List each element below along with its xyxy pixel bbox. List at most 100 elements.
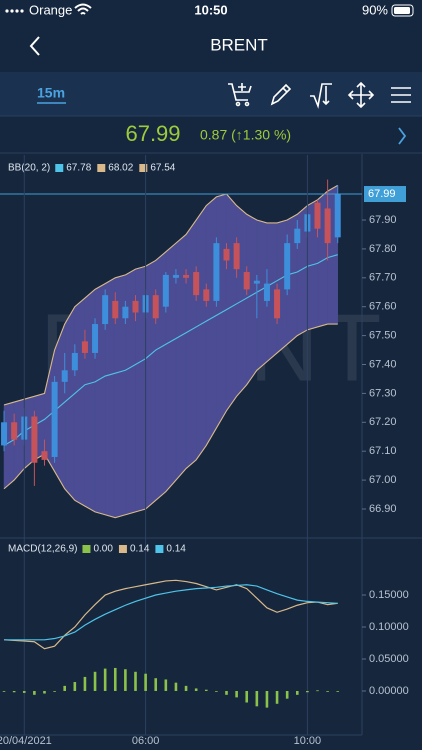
- histogram-bar: [184, 685, 188, 691]
- histogram-bar: [235, 690, 238, 698]
- candle-body: [51, 381, 58, 457]
- histogram-bar: [2, 690, 6, 692]
- draw-icon[interactable]: [270, 83, 292, 106]
- y-tick-label: 67.20: [369, 416, 397, 428]
- histogram-bar: [144, 673, 147, 691]
- candle-body: [31, 416, 38, 463]
- charts: 67.90 67.80 67.70 67.60 67.50 67.40 67.30 67.20…: [0, 155, 409, 747]
- band-fill: [175, 233, 187, 481]
- histogram-bar: [43, 690, 46, 694]
- wifi-icon: [74, 3, 92, 15]
- histogram-bar: [336, 690, 340, 692]
- candle-body: [314, 202, 321, 229]
- add-order-icon-wheel: [244, 101, 250, 107]
- toolbar: [0, 72, 422, 116]
- signal-dot: [5, 9, 9, 13]
- band-line: [3, 323, 338, 519]
- next-button[interactable]: [398, 127, 407, 145]
- band-fill: [84, 288, 96, 513]
- legend-swatch: [155, 545, 164, 553]
- candle-body: [102, 295, 109, 325]
- histogram-bar: [73, 682, 77, 691]
- candle-body: [61, 370, 68, 382]
- candle-body: [284, 243, 291, 290]
- legend-swatch: [55, 164, 64, 172]
- move-icon[interactable]: [347, 81, 375, 109]
- legend-swatch: [139, 164, 148, 172]
- histogram-bar: [306, 690, 309, 693]
- y-tick-label: 0.00000: [369, 685, 409, 697]
- y-tick-label: 67.90: [369, 214, 397, 226]
- histogram-bar: [93, 671, 97, 691]
- x-tick-label: 06:00: [132, 735, 160, 747]
- histogram-bar: [255, 690, 259, 707]
- header-title: BRENT: [210, 35, 268, 54]
- back-button[interactable]: [29, 36, 40, 56]
- candle-body: [152, 295, 159, 319]
- candle-body: [183, 274, 190, 278]
- y-tick-label: 67.30: [369, 387, 397, 399]
- candle-body: [253, 280, 260, 284]
- battery-fill: [394, 7, 410, 14]
- candle-body: [263, 283, 270, 301]
- y-tick-label: 0.15000: [369, 589, 409, 601]
- candle-body: [294, 228, 301, 244]
- legend-value: 0.14: [130, 544, 150, 555]
- y-tick-label: 67.50: [369, 330, 397, 342]
- y-tick-label: 66.90: [369, 503, 397, 515]
- candle-body: [122, 306, 129, 319]
- battery-icon: [391, 4, 414, 17]
- band-fill: [74, 297, 86, 507]
- histogram-bar: [316, 690, 319, 692]
- y-tick-label: 67.00: [369, 474, 397, 486]
- candle-body: [213, 243, 220, 301]
- legend-value: 0.00: [93, 544, 113, 555]
- add-order-icon-wheel: [235, 101, 241, 107]
- legend-value: 68.02: [108, 163, 133, 174]
- legend-swatch: [118, 545, 127, 553]
- histogram-bar: [174, 682, 178, 691]
- y-tick-label: 67.60: [369, 301, 397, 313]
- band-line: [3, 254, 338, 446]
- histogram-bar: [265, 690, 269, 708]
- band-fill: [205, 196, 217, 447]
- histogram-bar: [295, 690, 299, 695]
- carrier: Orange: [29, 2, 72, 17]
- menu-icon[interactable]: [391, 87, 411, 103]
- band-fill: [226, 193, 237, 412]
- macd-line: [4, 584, 338, 641]
- indicator-icon[interactable]: [310, 83, 332, 109]
- quote-change: 0.87 (↑1.30 %): [200, 127, 291, 143]
- x-tick-label: 20/04/2021: [0, 735, 52, 747]
- band-fill: [246, 213, 258, 386]
- quote-price: 67.99: [125, 121, 180, 146]
- candle-body: [132, 300, 139, 313]
- signal-dot: [10, 9, 14, 13]
- band-fill: [185, 219, 197, 470]
- candle-body: [334, 194, 341, 238]
- candle-body: [233, 243, 240, 270]
- histogram-bar: [22, 690, 26, 693]
- candle-body: [203, 289, 210, 301]
- y-tick-label: 0.05000: [369, 653, 409, 665]
- histogram-bar: [194, 688, 198, 691]
- y-tick-label: 67.80: [369, 243, 397, 255]
- band-line: [3, 184, 339, 406]
- candle-body: [172, 274, 179, 278]
- signal-dot: [15, 9, 19, 13]
- add-order-icon[interactable]: [228, 83, 252, 101]
- histogram-bar: [63, 685, 67, 691]
- histogram-bar: [285, 690, 289, 699]
- histogram-bar: [113, 667, 117, 691]
- histogram-bar: [154, 678, 158, 691]
- y-tick-label: 0.10000: [369, 621, 409, 633]
- interval-button[interactable]: 15m: [37, 85, 65, 101]
- signal-dot: [20, 9, 24, 13]
- legend-value: 67.54: [150, 163, 175, 174]
- candle-body: [112, 300, 119, 319]
- histogram-bar: [164, 679, 168, 691]
- histogram-bar: [33, 690, 36, 695]
- legend-value: 67.78: [66, 163, 91, 174]
- histogram-bar: [275, 690, 279, 704]
